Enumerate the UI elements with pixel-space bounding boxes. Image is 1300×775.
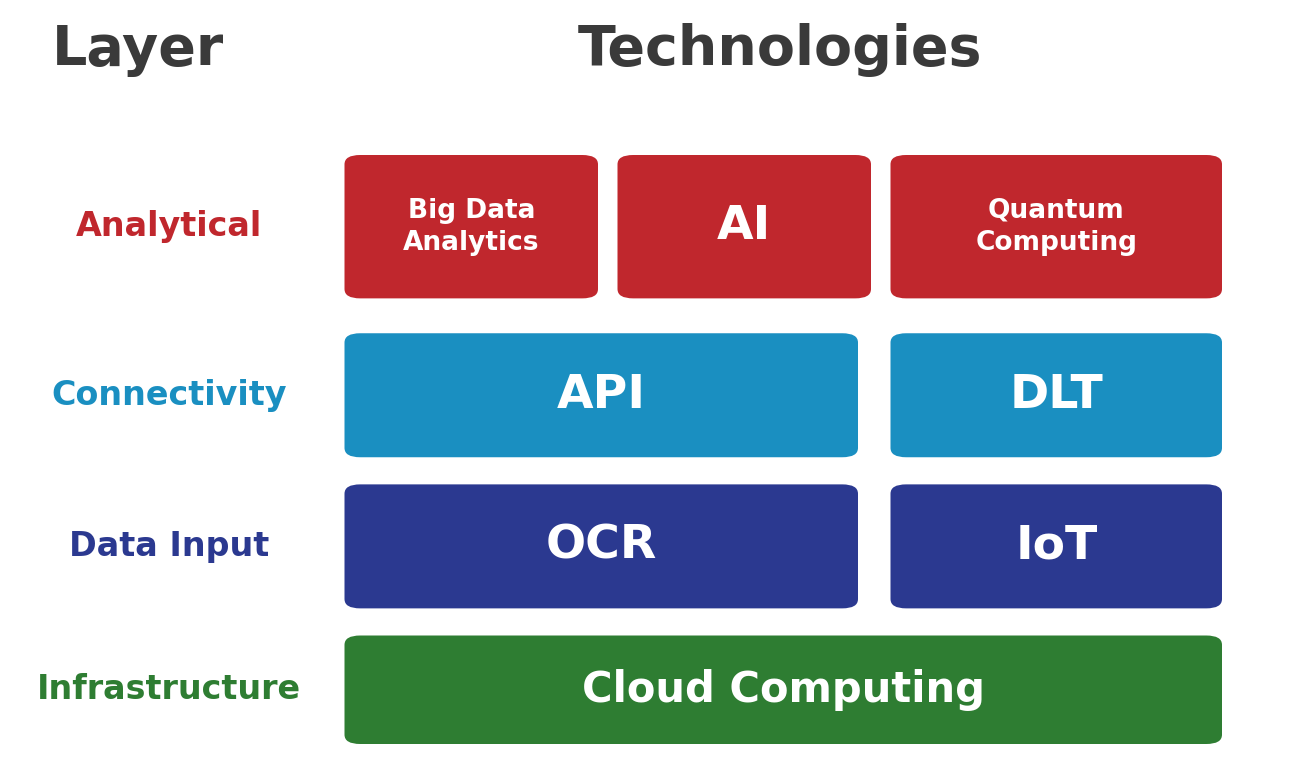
FancyBboxPatch shape (344, 636, 1222, 744)
Text: Technologies: Technologies (577, 23, 983, 78)
Text: OCR: OCR (546, 524, 656, 569)
Text: Cloud Computing: Cloud Computing (582, 669, 985, 711)
Text: Infrastructure: Infrastructure (36, 673, 302, 706)
FancyBboxPatch shape (891, 484, 1222, 608)
Text: API: API (556, 373, 646, 418)
Text: Big Data
Analytics: Big Data Analytics (403, 198, 540, 256)
FancyBboxPatch shape (891, 155, 1222, 298)
Text: IoT: IoT (1015, 524, 1097, 569)
Text: Analytical: Analytical (75, 210, 263, 243)
Text: Quantum
Computing: Quantum Computing (975, 198, 1138, 256)
Text: Connectivity: Connectivity (51, 379, 287, 412)
Text: Data Input: Data Input (69, 530, 269, 563)
FancyBboxPatch shape (344, 484, 858, 608)
Text: AI: AI (718, 204, 771, 250)
FancyBboxPatch shape (618, 155, 871, 298)
FancyBboxPatch shape (344, 155, 598, 298)
Text: Layer: Layer (52, 23, 224, 78)
FancyBboxPatch shape (344, 333, 858, 457)
Text: DLT: DLT (1009, 373, 1104, 418)
FancyBboxPatch shape (891, 333, 1222, 457)
